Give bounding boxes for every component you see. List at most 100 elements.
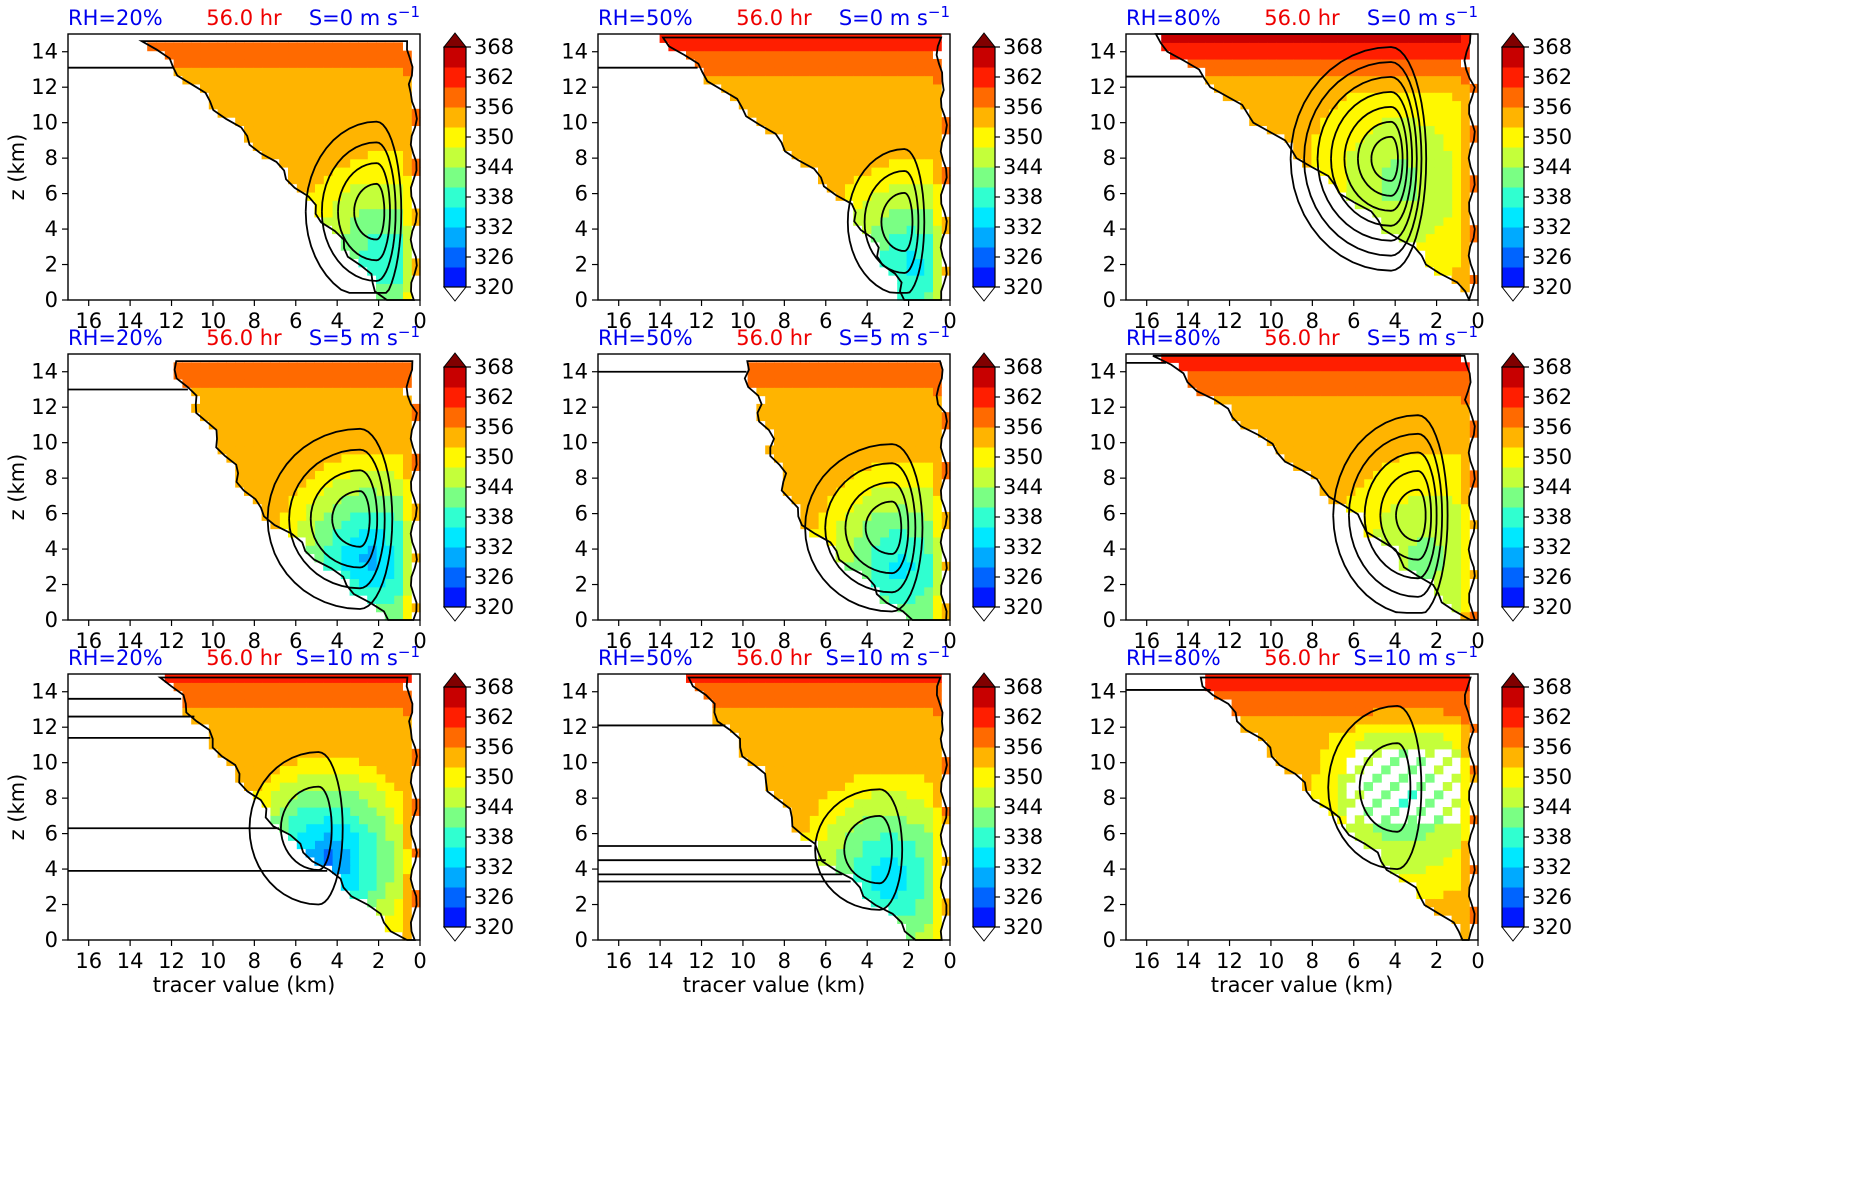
colorbar-tick-label: 344 xyxy=(474,795,514,819)
colorbar-segment xyxy=(1502,487,1524,508)
panel-3: 16 14 12 10 8 6 4 2 0 0 2 4 6 8 10 12 14 RH=80% 56.0 hr S=0… xyxy=(1089,3,1572,333)
colorbar-tick-label: 362 xyxy=(1532,705,1572,729)
colorbar-tick-label: 350 xyxy=(474,125,514,149)
y-tick-label: 0 xyxy=(1103,928,1116,952)
colorbar-extend-min xyxy=(971,606,997,622)
region-outline xyxy=(1199,676,1476,941)
colorbar-segment xyxy=(444,107,466,128)
region-outline xyxy=(173,360,418,621)
colorbar-segment xyxy=(1502,527,1524,548)
contour-line xyxy=(353,182,386,241)
colorbar-segment xyxy=(1502,87,1524,108)
panel-title-time: 56.0 hr xyxy=(1264,6,1340,30)
region-outline xyxy=(743,360,948,621)
colorbar-extend-min xyxy=(1500,286,1526,302)
panel-title-time: 56.0 hr xyxy=(206,646,282,670)
panel-title-rh: RH=80% xyxy=(1126,6,1221,30)
colorbar-tick-label: 362 xyxy=(1532,385,1572,409)
colorbar-tick-label: 368 xyxy=(474,355,514,379)
colorbar-segment xyxy=(444,827,466,848)
colorbar-segment xyxy=(973,747,995,768)
theta-field xyxy=(1161,34,1479,293)
contour-line xyxy=(266,427,394,610)
colorbar-tick-label: 368 xyxy=(474,675,514,699)
colorbar-segment xyxy=(1502,47,1524,68)
contour-line xyxy=(844,481,910,575)
colorbar-segment xyxy=(444,887,466,908)
y-tick-label: 12 xyxy=(561,75,588,99)
y-tick-label: 4 xyxy=(575,217,588,241)
contour-line xyxy=(337,162,391,262)
y-tick-label: 8 xyxy=(575,466,588,490)
y-tick-label: 8 xyxy=(575,146,588,170)
colorbar-segment xyxy=(444,747,466,768)
colorbar-segment xyxy=(444,587,466,608)
colorbar-tick-label: 368 xyxy=(1532,675,1572,699)
colorbar-tick-label: 320 xyxy=(474,595,514,619)
contour-line xyxy=(280,785,333,871)
x-tick-label: 10 xyxy=(200,949,227,973)
axes-frame xyxy=(597,353,951,621)
x-tick-label: 0 xyxy=(1471,629,1484,653)
colorbar-tick-label: 326 xyxy=(474,245,514,269)
y-tick-label: 8 xyxy=(45,466,58,490)
panel-title-shear: S=5 m s−1 xyxy=(839,323,950,350)
colorbar-tick-label: 344 xyxy=(1532,795,1572,819)
colorbar-segment xyxy=(444,127,466,148)
colorbar-tick-label: 350 xyxy=(1532,125,1572,149)
colorbar-tick-label: 368 xyxy=(1532,35,1572,59)
y-tick-label: 2 xyxy=(575,893,588,917)
colorbar-extend-min xyxy=(971,286,997,302)
colorbar-tick-label: 326 xyxy=(474,565,514,589)
contour-line xyxy=(288,448,386,590)
y-tick-label: 2 xyxy=(575,573,588,597)
colorbar-tick-label: 350 xyxy=(474,445,514,469)
colorbar-segment xyxy=(973,907,995,928)
x-tick-label: 0 xyxy=(413,629,426,653)
colorbar-segment xyxy=(973,547,995,568)
y-tick-label: 0 xyxy=(575,608,588,632)
y-tick-label: 10 xyxy=(1089,111,1116,135)
panel-title-rh: RH=50% xyxy=(598,326,693,350)
colorbar-tick-label: 326 xyxy=(1003,565,1043,589)
contour-line xyxy=(1363,451,1438,580)
axes-frame xyxy=(597,673,951,941)
colorbar-segment xyxy=(973,407,995,428)
y-tick-label: 10 xyxy=(561,431,588,455)
contour-line xyxy=(1358,742,1412,833)
x-tick-label: 8 xyxy=(1306,629,1319,653)
y-tick-label: 6 xyxy=(575,822,588,846)
contour-line xyxy=(1330,90,1414,227)
panel-title-shear: S=0 m s−1 xyxy=(309,3,420,30)
colorbar-segment xyxy=(973,787,995,808)
colorbar-extend-min xyxy=(442,606,468,622)
x-tick-label: 4 xyxy=(1388,309,1401,333)
x-tick-label: 6 xyxy=(1347,629,1360,653)
x-tick-label: 4 xyxy=(860,949,873,973)
x-tick-label: 0 xyxy=(943,949,956,973)
x-tick-label: 0 xyxy=(1471,949,1484,973)
contour-line xyxy=(1289,46,1428,272)
colorbar-segment xyxy=(973,67,995,88)
colorbar: 368 362 356 350 344 338 332 326 320 xyxy=(971,32,1043,302)
panel-title-shear: S=5 m s−1 xyxy=(1367,323,1478,350)
colorbar-segment xyxy=(444,427,466,448)
x-tick-label: 0 xyxy=(413,949,426,973)
x-tick-label: 10 xyxy=(1258,949,1285,973)
x-tick-label: 14 xyxy=(647,949,674,973)
y-tick-label: 14 xyxy=(1089,680,1116,704)
colorbar-tick-label: 320 xyxy=(1003,915,1043,939)
colorbar-tick-label: 344 xyxy=(474,475,514,499)
region-outline xyxy=(138,40,418,301)
theta-field xyxy=(747,362,951,621)
x-axis-label: tracer value (km) xyxy=(1211,973,1394,997)
colorbar-segment xyxy=(1502,247,1524,268)
panel-title-rh: RH=20% xyxy=(68,326,163,350)
colorbar-segment xyxy=(973,487,995,508)
colorbar-segment xyxy=(444,167,466,188)
colorbar-tick-label: 356 xyxy=(1003,735,1043,759)
colorbar-tick-label: 368 xyxy=(1003,35,1043,59)
x-tick-label: 6 xyxy=(289,629,302,653)
y-tick-label: 8 xyxy=(1103,466,1116,490)
colorbar-tick-label: 356 xyxy=(1003,415,1043,439)
